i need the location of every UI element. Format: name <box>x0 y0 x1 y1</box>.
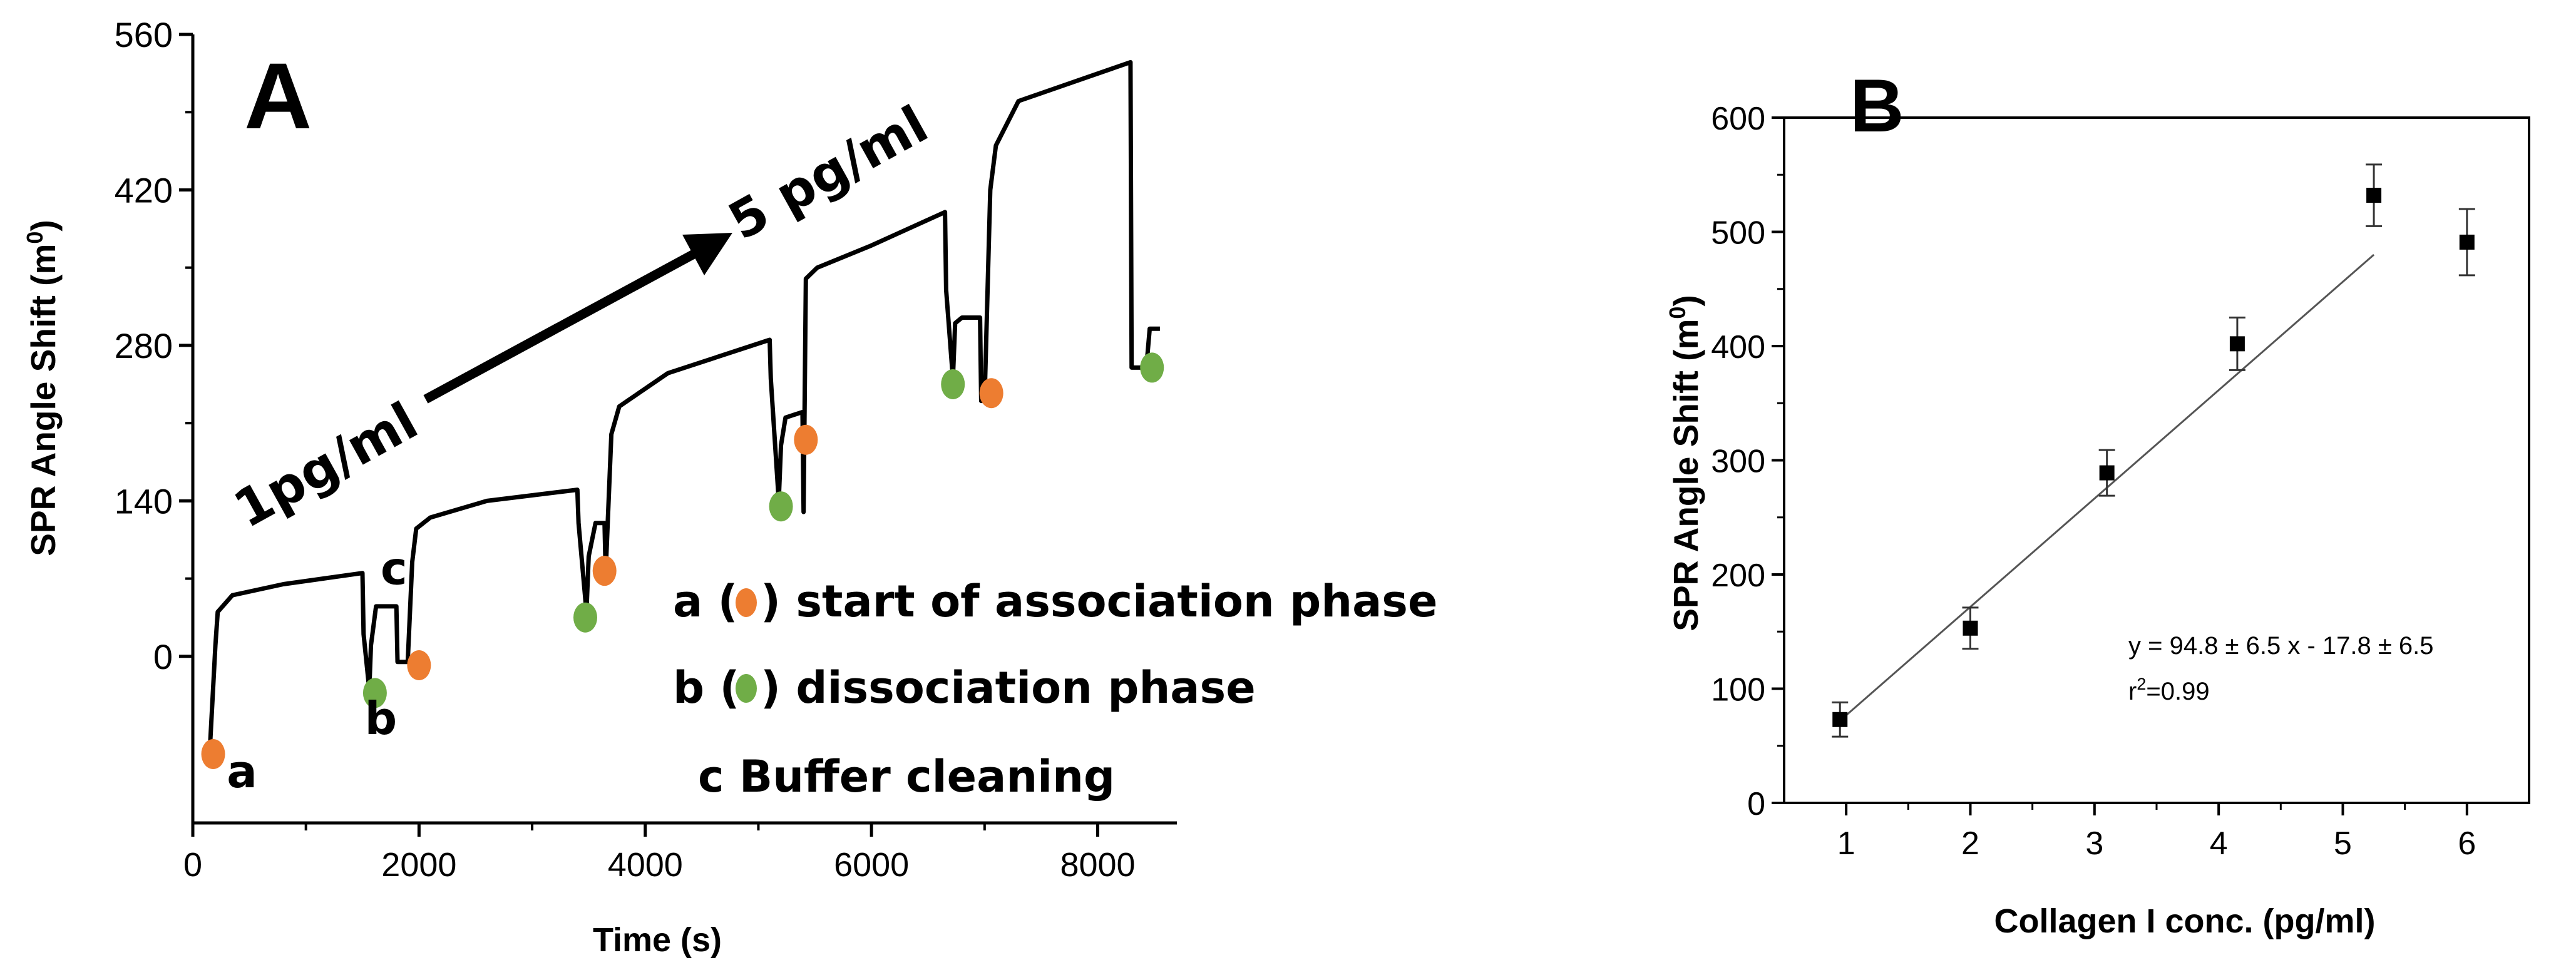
panel-b-y-tick-label: 200 <box>1711 558 1765 594</box>
panel-b-y-ticks: 0 100 200 300 400 500 600 <box>1711 101 1784 822</box>
panel-a-y-axis-title-sup: 0 <box>22 232 48 244</box>
panel-a-axes <box>191 34 1177 825</box>
panel-a-y-tick-label: 280 <box>115 326 173 365</box>
point-label-c: c <box>381 542 408 595</box>
panel-a-point-labels: a b c <box>227 542 407 798</box>
panel-b-x-tick-label: 4 <box>2210 825 2228 862</box>
dissociation-marker <box>769 491 793 522</box>
dissociation-marker <box>362 678 387 708</box>
panel-a-x-tick-label: 0 <box>183 846 202 884</box>
panel-b-x-axis-title: Collagen I conc. (pg/ml) <box>1994 902 2375 940</box>
fit-r-squared-value: =0.99 <box>2146 678 2209 705</box>
panel-b-label: B <box>1850 64 1904 148</box>
panel-a-y-axis-title-main: SPR Angle Shift (m <box>24 244 63 556</box>
panel-a-label: A <box>244 43 312 148</box>
panel-a-markers <box>201 352 1164 769</box>
fit-r-squared-sup: 2 <box>2137 675 2146 693</box>
panel-a-x-ticks: 0 2000 4000 6000 8000 <box>183 823 1136 884</box>
panel-b-x-tick-label: 5 <box>2334 825 2352 862</box>
concentration-arrowhead <box>682 233 732 275</box>
panel-b-y-tick-label: 0 <box>1747 786 1765 822</box>
legend-c-text: c Buffer cleaning <box>698 751 1115 802</box>
panel-b-points <box>1832 163 2475 738</box>
dissociation-marker <box>573 602 597 633</box>
panel-b-x-ticks: 1 2 3 4 5 6 <box>1837 803 2476 862</box>
panel-b-y-axis-title: SPR Angle Shift (m0) <box>1665 295 1705 631</box>
legend-b-text: ) dissociation phase <box>761 662 1256 713</box>
legend-b-prefix: b ( <box>673 662 739 713</box>
panel-b-y-tick-label: 500 <box>1711 215 1765 252</box>
panel-a-x-axis-title: Time (s) <box>593 921 722 959</box>
association-marker <box>592 556 617 586</box>
association-marker <box>979 378 1003 409</box>
panel-b-x-tick-label: 6 <box>2458 825 2476 862</box>
point-label-b: b <box>365 692 398 745</box>
panel-a-x-tick-label: 6000 <box>834 846 909 884</box>
concentration-arrow <box>423 249 697 404</box>
panel-a-y-axis-title-close: ) <box>24 220 63 231</box>
panel-a-legend: a ( ) start of association phase b ( ) d… <box>673 576 1437 802</box>
panel-b-x-tick-label: 1 <box>1837 825 1855 862</box>
legend-a-prefix: a ( <box>673 576 738 627</box>
start-concentration-label: 1pg/ml <box>225 391 428 539</box>
dissociation-marker <box>1140 352 1164 383</box>
panel-a-series-line <box>207 59 1160 751</box>
association-marker <box>201 738 225 769</box>
fit-r-squared-prefix: r <box>2128 678 2137 705</box>
panel-b-chart: B 0 100 200 300 400 500 600 1 2 3 4 5 6 y = 94.8 ± … <box>1665 64 2530 940</box>
panel-a-x-tick-label: 8000 <box>1060 846 1135 884</box>
association-marker <box>794 424 818 455</box>
panel-b-y-axis-title-main: SPR Angle Shift (m <box>1666 319 1705 631</box>
panel-a-y-tick-label: 140 <box>115 481 173 521</box>
panel-b-y-axis-title-sup: 0 <box>1665 307 1690 319</box>
legend-a-text: ) start of association phase <box>761 576 1437 627</box>
data-point <box>2459 234 2475 250</box>
panel-a-y-axis-title: SPR Angle Shift (m0) <box>22 220 63 556</box>
panel-b-y-tick-label: 300 <box>1711 444 1765 480</box>
panel-b-y-tick-label: 600 <box>1711 101 1765 137</box>
data-point <box>2099 465 2115 481</box>
fit-r-squared: r2=0.99 <box>2128 675 2210 705</box>
panel-a-y-tick-label: 420 <box>115 170 173 210</box>
data-point <box>1832 712 1848 727</box>
panel-a-y-tick-label: 560 <box>115 15 173 54</box>
fit-equation: y = 94.8 ± 6.5 x - 17.8 ± 6.5 <box>2128 632 2434 660</box>
data-point <box>1963 620 1978 636</box>
legend-association-marker <box>736 588 757 617</box>
panel-a-y-ticks: 0 140 280 420 560 <box>115 15 193 676</box>
panel-b-y-tick-label: 100 <box>1711 672 1765 708</box>
association-marker <box>407 650 431 680</box>
panel-a-x-tick-label: 4000 <box>608 846 683 884</box>
dissociation-marker <box>941 369 965 400</box>
panel-b-y-axis-title-close: ) <box>1666 295 1705 306</box>
panel-b-x-tick-label: 2 <box>1961 825 1979 862</box>
panel-b-y-tick-label: 400 <box>1711 329 1765 365</box>
panel-b-x-tick-label: 3 <box>2085 825 2103 862</box>
panel-a-x-tick-label: 2000 <box>381 846 456 884</box>
legend-dissociation-marker <box>736 674 757 703</box>
panel-a-y-tick-label: 0 <box>153 637 173 676</box>
point-label-a: a <box>227 745 257 798</box>
data-point <box>2366 188 2382 203</box>
panel-a-chart: A 0 140 280 420 560 0 2000 4000 6000 8000 a b c 1p… <box>22 15 1437 959</box>
data-point <box>2229 336 2245 352</box>
